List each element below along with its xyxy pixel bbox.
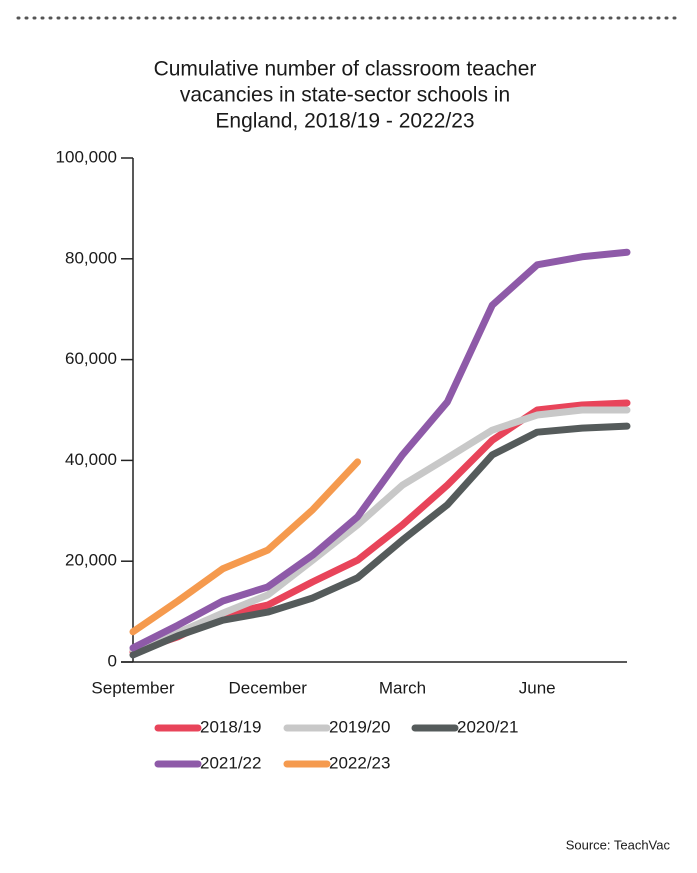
legend-label: 2020/21	[457, 717, 518, 736]
y-tick-label: 20,000	[65, 551, 117, 570]
y-tick-label: 60,000	[65, 349, 117, 368]
series-line	[129, 422, 631, 659]
x-tick-label: March	[379, 678, 426, 697]
series-line	[129, 248, 631, 652]
legend-label: 2019/20	[329, 717, 390, 736]
x-tick-label: December	[229, 678, 308, 697]
legend-label: 2022/23	[329, 753, 390, 772]
series-line	[129, 458, 362, 636]
chart-title: Cumulative number of classroom teacher	[154, 58, 537, 81]
legend-label: 2021/22	[200, 753, 261, 772]
series-line	[129, 406, 631, 654]
y-tick-label: 40,000	[65, 450, 117, 469]
y-tick-label: 0	[108, 651, 117, 670]
source: Source: TeachVac	[566, 837, 671, 852]
series-line	[129, 399, 631, 656]
y-tick-label: 80,000	[65, 248, 117, 267]
x-tick-label: September	[91, 678, 174, 697]
chart-title: vacancies in state-sector schools in	[180, 84, 510, 107]
x-tick-label: June	[519, 678, 556, 697]
chart-title: England, 2018/19 - 2022/23	[215, 110, 474, 133]
legend-label: 2018/19	[200, 717, 261, 736]
y-tick-label: 100,000	[56, 147, 117, 166]
